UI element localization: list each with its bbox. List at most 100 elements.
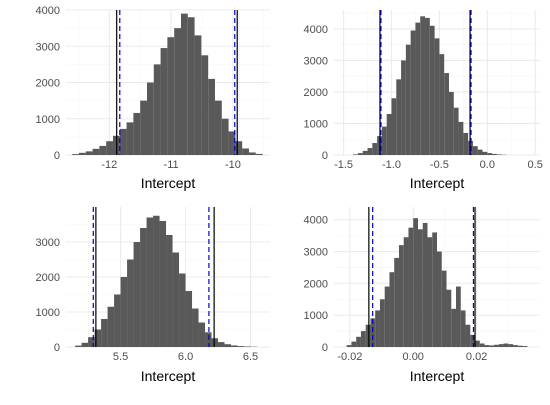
histogram-bar: [375, 310, 380, 347]
histogram-bar: [387, 114, 392, 155]
histogram-bar: [358, 153, 363, 155]
histogram-bar: [173, 253, 179, 348]
histogram-bar: [181, 14, 188, 155]
histogram-bar: [466, 325, 471, 347]
histogram-bar: [242, 148, 249, 155]
histogram-bar: [356, 337, 361, 347]
x-tick-label: 6.5: [243, 351, 258, 363]
histogram-bar: [133, 113, 140, 155]
histogram-bar: [161, 48, 168, 155]
histogram-bar: [454, 108, 459, 155]
histogram-bar: [368, 148, 373, 155]
histogram-bar: [413, 218, 418, 347]
y-tick-label: 4000: [36, 5, 60, 17]
y-tick-label: 1000: [36, 114, 60, 126]
histogram-bar: [372, 143, 377, 155]
histogram-bar: [480, 344, 485, 348]
histogram-bar: [99, 146, 106, 155]
x-tick-label: 6.0: [178, 351, 193, 363]
y-tick-label: 3000: [304, 247, 328, 259]
histogram-bar: [231, 345, 237, 347]
histogram-bar: [435, 38, 440, 155]
histogram-bar: [153, 216, 159, 347]
histogram-bar: [382, 127, 387, 155]
histogram-bar: [225, 344, 231, 347]
histogram-bar: [406, 45, 411, 155]
x-tick-label: -0.02: [337, 351, 362, 363]
y-tick-label: 4000: [304, 215, 328, 227]
histogram-bar: [179, 274, 185, 348]
histogram-bar: [494, 345, 499, 347]
histogram-bar: [361, 331, 366, 347]
histogram-bar: [411, 30, 416, 155]
histogram-bar: [401, 60, 406, 155]
x-tick-label: 0.5: [528, 159, 543, 171]
y-tick-label: 2000: [304, 278, 328, 290]
histogram-bar: [415, 23, 420, 155]
histogram-bar: [418, 229, 423, 347]
histogram-bar: [188, 17, 195, 155]
histogram-bar: [425, 18, 430, 155]
x-tick-label: 0.0: [480, 159, 495, 171]
x-axis-label: Intercept: [141, 368, 196, 384]
histogram-bar: [114, 295, 120, 348]
histogram-bar: [222, 119, 229, 155]
histogram-bar: [487, 153, 492, 155]
histogram-bar: [518, 346, 523, 347]
histogram-bar: [195, 35, 202, 155]
histogram-bar: [499, 344, 504, 347]
histogram-bar: [186, 291, 192, 347]
y-tick-label: 2000: [304, 87, 328, 99]
histogram-bar: [101, 319, 107, 347]
histogram-bar: [347, 345, 352, 347]
x-tick-label: -0.5: [430, 159, 449, 171]
histogram-bar: [523, 346, 528, 347]
histogram-bar: [423, 223, 428, 347]
histogram-bar: [208, 79, 215, 155]
histogram-bar: [492, 154, 497, 155]
histogram-bar: [461, 310, 466, 347]
x-tick-label: -1.5: [334, 159, 353, 171]
histogram-bar: [420, 16, 425, 155]
histogram-bar: [427, 237, 432, 347]
histogram-bar: [235, 141, 242, 155]
histogram-bar: [108, 307, 114, 347]
x-tick-label: 5.5: [113, 351, 128, 363]
histogram-bar: [430, 26, 435, 155]
y-tick-label: 0: [322, 150, 328, 162]
histogram-bar: [439, 54, 444, 155]
histogram-bar: [249, 152, 256, 155]
y-tick-label: 1000: [36, 307, 60, 319]
y-tick-label: 1000: [304, 118, 328, 130]
histogram-bar: [483, 152, 488, 155]
histogram-bar: [442, 271, 447, 347]
histogram-bar: [167, 37, 174, 155]
histogram-bar: [86, 151, 93, 155]
histogram-bar: [385, 287, 390, 347]
histogram-bar: [404, 237, 409, 347]
histogram-bar: [504, 344, 509, 348]
x-axis-label: Intercept: [410, 175, 465, 191]
y-tick-label: 3000: [304, 55, 328, 67]
histogram-bar: [475, 341, 480, 347]
histogram-bar: [201, 55, 208, 155]
histogram-bar: [447, 290, 452, 347]
histogram-bar: [75, 346, 81, 347]
histogram-bar: [238, 346, 244, 347]
x-tick-label: -1.0: [382, 159, 401, 171]
histogram-bar: [147, 83, 154, 156]
histogram-bar: [140, 101, 147, 155]
histogram-bar: [389, 272, 394, 347]
y-tick-label: 0: [322, 342, 328, 354]
x-axis-label: Intercept: [410, 368, 465, 384]
histogram-bar: [513, 345, 518, 347]
y-tick-label: 2000: [36, 272, 60, 284]
histogram-bar: [93, 149, 100, 155]
histogram-bar: [366, 325, 371, 347]
histogram-bar: [212, 338, 218, 347]
y-tick-label: 0: [54, 150, 60, 162]
